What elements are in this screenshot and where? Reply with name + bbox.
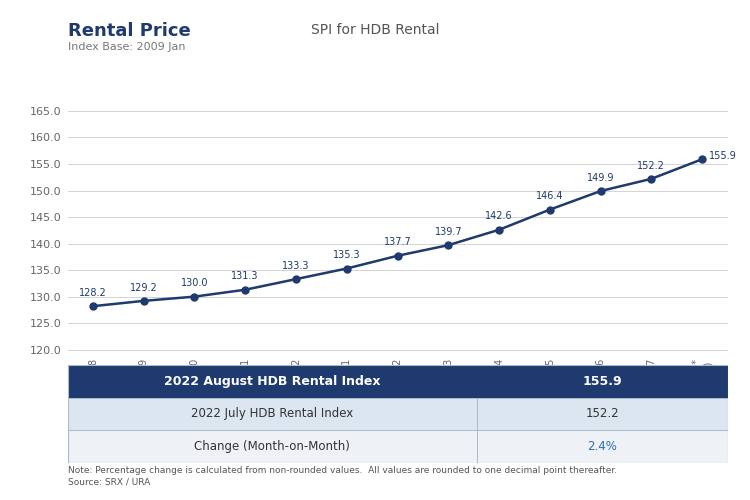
Point: [544, 206, 556, 214]
Bar: [68, 398, 477, 430]
Point: [239, 286, 251, 294]
Text: 155.9: 155.9: [582, 375, 622, 388]
Text: 152.2: 152.2: [638, 160, 665, 170]
Text: 129.2: 129.2: [130, 282, 158, 292]
Text: 146.4: 146.4: [536, 192, 563, 202]
Point: [188, 292, 200, 300]
Text: 155.9: 155.9: [709, 152, 736, 162]
Point: [87, 302, 99, 310]
Text: 142.6: 142.6: [485, 212, 513, 222]
Point: [696, 155, 708, 163]
Text: 133.3: 133.3: [282, 261, 310, 271]
Point: [340, 264, 352, 272]
Point: [290, 275, 302, 283]
Text: 137.7: 137.7: [383, 238, 411, 248]
Text: Rental Price: Rental Price: [68, 22, 190, 40]
Point: [138, 297, 150, 305]
Bar: [477, 398, 728, 430]
Text: 2022 August HDB Rental Index: 2022 August HDB Rental Index: [164, 375, 380, 388]
Text: Source: SRX / URA: Source: SRX / URA: [68, 478, 150, 486]
Point: [392, 252, 404, 260]
Bar: [68, 365, 477, 398]
Text: 139.7: 139.7: [434, 227, 462, 237]
Text: 128.2: 128.2: [79, 288, 106, 298]
Text: 2022 July HDB Rental Index: 2022 July HDB Rental Index: [191, 407, 353, 420]
Text: Note: Percentage change is calculated from non-rounded values.  All values are r: Note: Percentage change is calculated fr…: [68, 466, 616, 475]
Text: Index Base: 2009 Jan: Index Base: 2009 Jan: [68, 42, 185, 52]
Point: [595, 187, 607, 195]
Text: Change (Month-on-Month): Change (Month-on-Month): [194, 440, 350, 453]
Text: 152.2: 152.2: [585, 407, 619, 420]
Text: 135.3: 135.3: [333, 250, 361, 260]
Point: [493, 226, 505, 234]
Bar: [68, 430, 477, 462]
Text: 149.9: 149.9: [586, 172, 614, 182]
Text: 131.3: 131.3: [232, 272, 259, 281]
Bar: [477, 365, 728, 398]
Bar: [477, 430, 728, 462]
Text: 130.0: 130.0: [181, 278, 209, 288]
Text: 2.4%: 2.4%: [587, 440, 617, 453]
Point: [645, 175, 657, 183]
Point: [442, 241, 454, 249]
Text: SPI for HDB Rental: SPI for HDB Rental: [310, 22, 440, 36]
